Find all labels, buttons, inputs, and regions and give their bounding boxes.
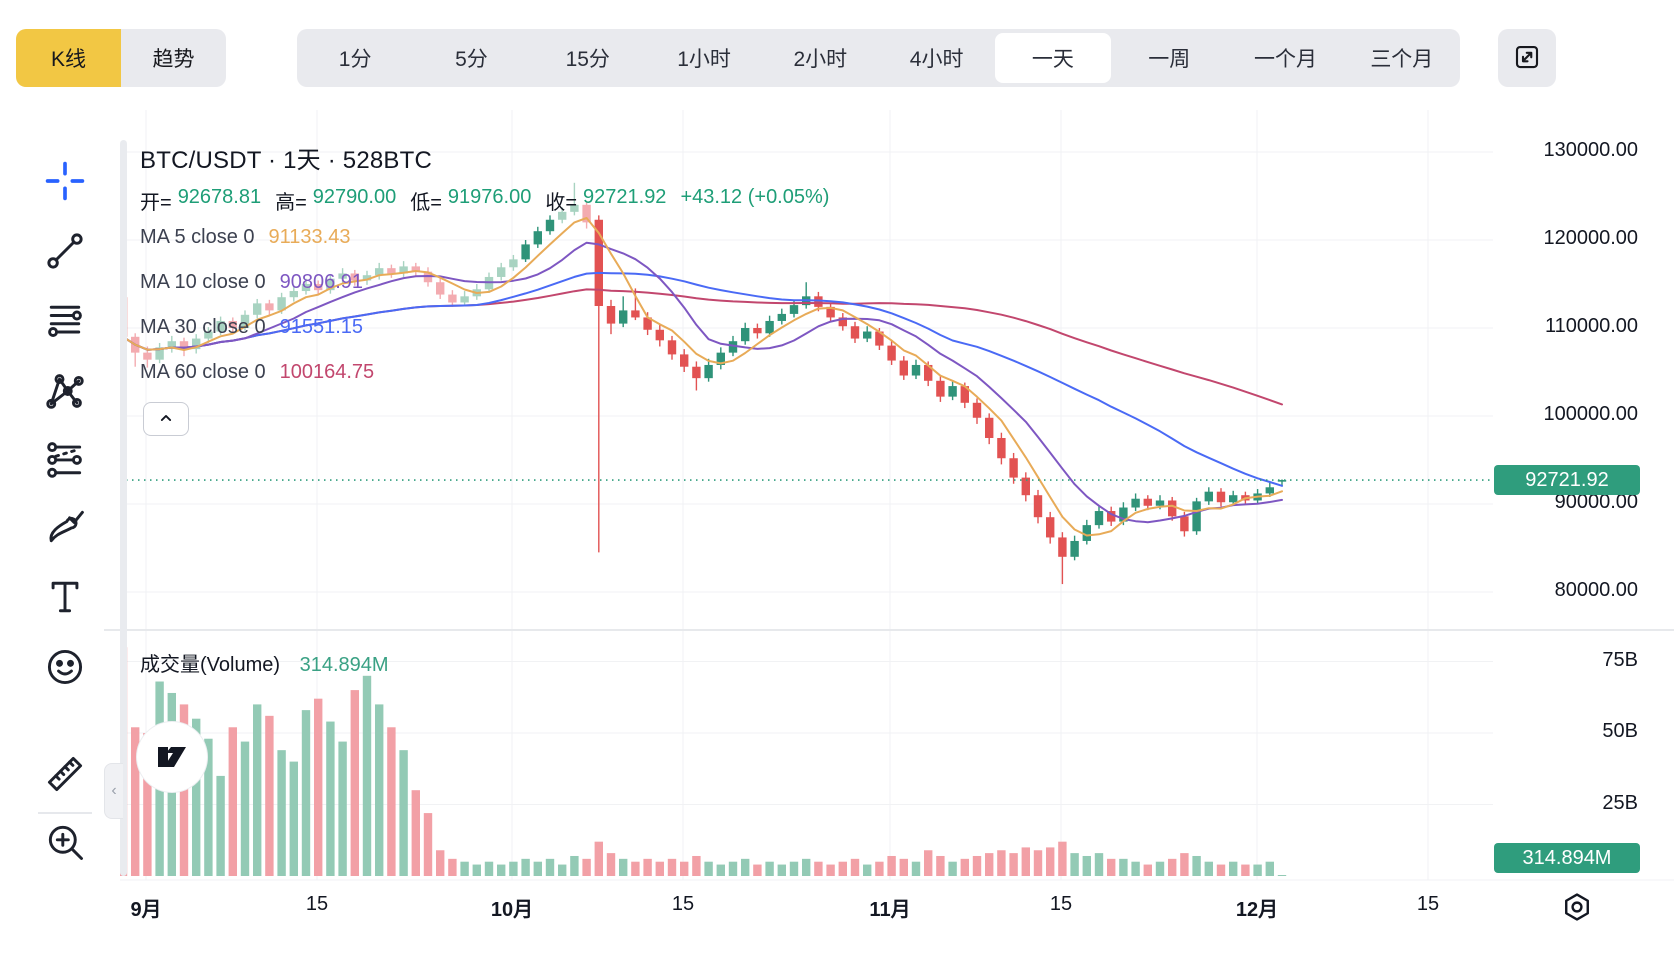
chart-header: BTC/USDT · 1天 · 528BTC 开= 92678.81 高= 9279… [140, 140, 829, 436]
time-tick-12月: 12月 [1235, 899, 1279, 921]
volume-legend[interactable]: 成交量(Volume) 314.894M [140, 648, 389, 677]
ma30-row[interactable]: MA 30 close 0 91551.15 [140, 316, 363, 339]
volume-value: 314.894M [299, 654, 389, 676]
price-tick-110000.00: 110000.00 [1544, 315, 1638, 337]
chart-type-趋势[interactable]: 趋势 [121, 29, 226, 87]
tool-brush[interactable] [38, 502, 92, 556]
horizontal-lines-icon [43, 299, 87, 348]
chart-type-K线[interactable]: K线 [16, 29, 121, 87]
timeframe-2小时[interactable]: 2小时 [762, 33, 878, 83]
close-value: 92721.92 [583, 186, 667, 208]
timeframe-三个月[interactable]: 三个月 [1344, 33, 1460, 83]
high-label: 高= [275, 192, 307, 214]
ma5-row[interactable]: MA 5 close 0 91133.43 [140, 226, 350, 249]
close-label: 收= [545, 192, 578, 214]
time-tick-15: 15 [305, 893, 329, 915]
time-tick-9月: 9月 [130, 899, 162, 921]
time-tick-11月: 11月 [869, 899, 911, 921]
chevron-up-icon [156, 408, 176, 431]
open-value: 92678.81 [177, 186, 262, 208]
price-tick-100000.00: 100000.00 [1543, 403, 1638, 425]
price-tick-120000.00: 120000.00 [1543, 227, 1638, 249]
timeframe-1分[interactable]: 1分 [297, 33, 413, 83]
tool-emoji[interactable] [38, 642, 92, 696]
fullscreen-button[interactable] [1498, 29, 1556, 87]
parallel-channel-icon [43, 437, 87, 486]
expand-icon [1512, 42, 1542, 75]
ma30-value: 91551.15 [279, 316, 364, 338]
ma60-label: MA 60 close 0 [140, 361, 266, 383]
ma30-label: MA 30 close 0 [140, 316, 266, 338]
xabcd-pattern-icon [43, 369, 87, 418]
time-tick-15: 15 [671, 893, 695, 915]
time-tick-15: 15 [1416, 893, 1440, 915]
ma10-row[interactable]: MA 10 close 0 90806.91 [140, 271, 363, 294]
settings-gear-icon[interactable] [1557, 887, 1597, 927]
tool-crosshair[interactable] [38, 156, 92, 210]
ma60-value: 100164.75 [279, 361, 375, 383]
top-toolbar: K线 趋势 1分 5分 15分 1小时 2小时 4小时 一天 一周 一个月 三个月 [0, 29, 1674, 87]
tool-parallel-channel[interactable] [38, 434, 92, 488]
last-volume-badge: 314.894M [1494, 843, 1640, 873]
sidebar-collapse-handle[interactable]: ‹ [104, 763, 123, 819]
ma60-row[interactable]: MA 60 close 0 100164.75 [140, 361, 374, 384]
legend-collapse-button[interactable] [143, 402, 189, 436]
brush-icon [43, 505, 87, 554]
crosshair-icon [43, 159, 87, 208]
low-label: 低= [410, 192, 442, 214]
timeframe-一天[interactable]: 一天 [994, 33, 1112, 83]
ma5-label: MA 5 close 0 [140, 226, 255, 248]
ma5-value: 91133.43 [268, 226, 351, 248]
timeframe-15分[interactable]: 15分 [530, 33, 646, 83]
timeframe-5分[interactable]: 5分 [413, 33, 529, 83]
timeframe-4小时[interactable]: 4小时 [878, 33, 994, 83]
volume-tick-25B: 25B [1602, 791, 1638, 814]
change-value: +43.12 (+0.05%) [680, 186, 830, 208]
last-price-badge: 92721.92 [1494, 465, 1640, 496]
symbol-title[interactable]: BTC/USDT · 1天 · 528BTC [140, 147, 433, 174]
ma10-value: 90806.91 [279, 271, 364, 293]
zoom-in-icon [43, 820, 87, 869]
trend-line-icon [43, 229, 87, 278]
sidebar-divider [38, 812, 92, 814]
timeframe-一个月[interactable]: 一个月 [1227, 33, 1343, 83]
price-tick-80000.00: 80000.00 [1554, 579, 1638, 601]
text-icon [43, 575, 87, 624]
tradingview-logo[interactable] [137, 722, 207, 792]
tool-text[interactable] [38, 572, 92, 626]
tool-horizontal-lines[interactable] [38, 296, 92, 350]
tool-trend-line[interactable] [38, 226, 92, 280]
volume-tick-50B: 50B [1602, 720, 1638, 742]
timeframe-selector: 1分 5分 15分 1小时 2小时 4小时 一天 一周 一个月 三个月 [297, 29, 1460, 87]
time-tick-10月: 10月 [490, 899, 534, 921]
chevron-left-icon: ‹ [111, 782, 117, 799]
tool-ruler[interactable] [38, 749, 92, 803]
tool-zoom-in[interactable] [38, 817, 92, 871]
chart-type-switcher: K线 趋势 [16, 29, 226, 87]
drawing-toolbar [0, 100, 104, 956]
ohlc-row: 开= 92678.81 高= 92790.00 低= 91976.00 收= 92721… [140, 186, 1040, 215]
timeframe-1小时[interactable]: 1小时 [646, 33, 762, 83]
volume-tick-75B: 75B [1602, 648, 1638, 671]
high-value: 92790.00 [312, 186, 397, 208]
volume-label: 成交量(Volume) [140, 654, 281, 676]
low-value: 91976.00 [447, 186, 532, 208]
price-tick-130000.00: 130000.00 [1543, 139, 1638, 161]
pane-left-rail[interactable] [120, 140, 127, 876]
price-tick-90000.00: 90000.00 [1554, 491, 1638, 513]
ruler-icon [43, 752, 87, 801]
ma10-label: MA 10 close 0 [140, 271, 266, 293]
emoji-icon [43, 645, 87, 694]
time-tick-15: 15 [1049, 893, 1073, 915]
open-label: 开= [140, 192, 172, 214]
tool-xabcd-pattern[interactable] [38, 366, 92, 420]
timeframe-一周[interactable]: 一周 [1111, 33, 1227, 83]
